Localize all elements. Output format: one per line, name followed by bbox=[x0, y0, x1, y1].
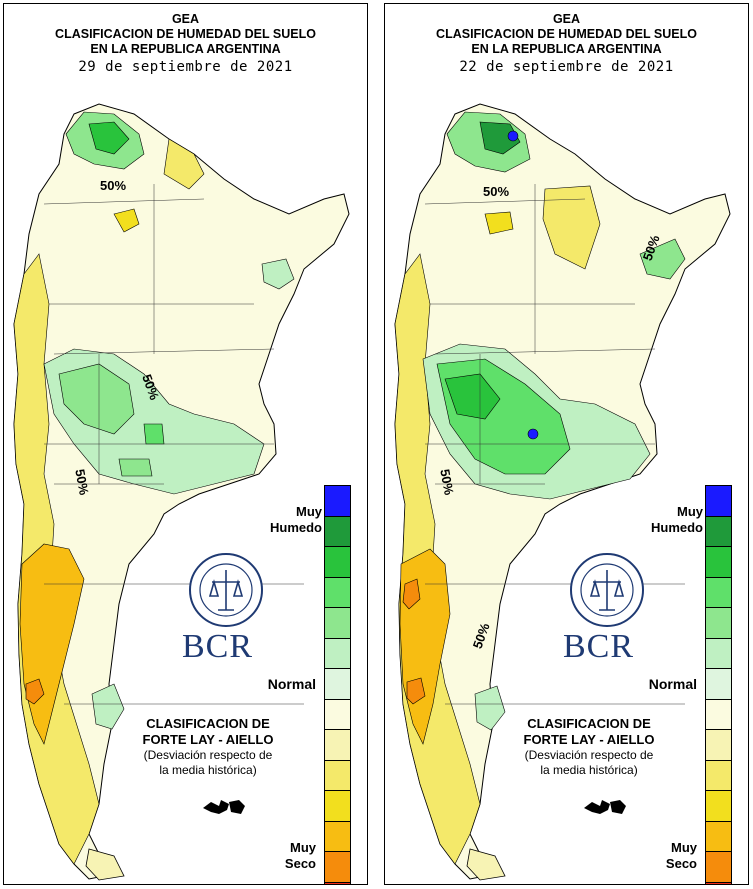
very-humid-spot-center bbox=[527, 428, 539, 440]
header-subtitle: CLASIFICACION DE HUMEDAD DEL SUELO bbox=[436, 27, 697, 41]
dry-zone-northeast bbox=[163, 138, 205, 190]
legend-swatch-4 bbox=[705, 607, 732, 639]
classification-caption: CLASIFICACION DE FORTE LAY - AIELLO (Des… bbox=[523, 716, 655, 777]
legend-swatch-8 bbox=[324, 729, 351, 761]
bcr-seal-icon bbox=[570, 553, 644, 627]
soil-moisture-map: 50% 50% 50% 50% bbox=[394, 103, 731, 881]
header-date: 22 de septiembre de 2021 bbox=[459, 59, 674, 75]
legend-swatch-13 bbox=[324, 881, 351, 884]
dry-spot-chaco bbox=[113, 208, 140, 233]
header-subtitle: CLASIFICACION DE HUMEDAD DEL SUELO bbox=[55, 27, 316, 41]
header-title: GEA bbox=[171, 12, 200, 26]
contour-label-50-north: 50% bbox=[100, 178, 126, 193]
legend-swatch-2 bbox=[705, 546, 732, 578]
malvinas-islands bbox=[203, 800, 245, 814]
province-boundaries bbox=[424, 184, 685, 705]
header-date: 29 de septiembre de 2021 bbox=[78, 59, 293, 75]
legend-swatch-11 bbox=[324, 820, 351, 852]
legend-swatch-1 bbox=[705, 515, 732, 547]
legend-swatch-9 bbox=[705, 759, 732, 791]
humid-zone-center-green bbox=[58, 363, 135, 435]
legend-swatch-2 bbox=[324, 546, 351, 578]
very-dry-spot bbox=[402, 578, 421, 610]
legend-swatch-1 bbox=[324, 515, 351, 547]
very-dry-spot bbox=[25, 678, 45, 705]
soil-moisture-map: 50% 50% 50% bbox=[13, 103, 350, 881]
legend-swatch-9 bbox=[324, 759, 351, 791]
legend-swatch-7 bbox=[705, 698, 732, 730]
legend-color-scale bbox=[324, 485, 351, 884]
tierra-del-fuego bbox=[85, 848, 125, 881]
legend-swatch-7 bbox=[324, 698, 351, 730]
malvinas-islands bbox=[584, 800, 626, 814]
humid-core-center bbox=[444, 373, 501, 420]
map-panel-sep-22: 50% 50% 50% 50% GEA CLASIFICACION DE HUM… bbox=[384, 3, 749, 885]
legend-swatch-0 bbox=[324, 485, 351, 517]
legend-swatch-3 bbox=[705, 576, 732, 608]
legend-bottom-label: Muy Seco bbox=[665, 840, 697, 871]
legend-bottom-label: Muy Seco bbox=[284, 840, 316, 871]
contour-label-50-north: 50% bbox=[483, 184, 509, 199]
very-dry-spot-south bbox=[406, 677, 426, 705]
bcr-seal-icon bbox=[189, 553, 263, 627]
legend-swatch-3 bbox=[324, 576, 351, 608]
humid-zone-misiones bbox=[261, 258, 295, 290]
contour-label-50-west: 50% bbox=[437, 468, 456, 497]
legend-color-scale bbox=[705, 485, 732, 884]
map-panel-sep-29: 50% 50% 50% GEA CLASIFICACION DE HUMEDAD… bbox=[3, 3, 368, 885]
legend-top-label: Muy Humedo bbox=[651, 504, 703, 535]
legend-swatch-12 bbox=[324, 851, 351, 883]
very-humid-spot-north bbox=[507, 130, 519, 142]
legend-swatch-6 bbox=[705, 668, 732, 700]
humid-zone-misiones bbox=[639, 238, 686, 280]
legend-swatch-11 bbox=[705, 820, 732, 852]
legend-normal-label: Normal bbox=[267, 676, 316, 692]
legend-normal-label: Normal bbox=[648, 676, 697, 692]
legend-top-label: Muy Humedo bbox=[270, 504, 322, 535]
bcr-logo-text: BCR bbox=[182, 628, 254, 665]
humid-core-north bbox=[479, 121, 521, 155]
province-boundaries bbox=[43, 184, 304, 705]
header-region: EN LA REPUBLICA ARGENTINA bbox=[90, 42, 281, 56]
bcr-logo-text: BCR bbox=[563, 628, 635, 665]
humid-zone-chubut bbox=[91, 683, 125, 730]
classification-caption: CLASIFICACION DE FORTE LAY - AIELLO (Des… bbox=[142, 716, 274, 777]
header-title: GEA bbox=[552, 12, 581, 26]
humid-spot-center bbox=[143, 423, 165, 445]
contour-label-50-west: 50% bbox=[72, 468, 91, 497]
legend-swatch-5 bbox=[324, 637, 351, 669]
legend-swatch-10 bbox=[324, 790, 351, 822]
humid-zone-chubut bbox=[474, 685, 506, 731]
dry-spot-tucuman bbox=[484, 211, 514, 235]
dry-zone-chaco bbox=[542, 185, 601, 270]
legend-swatch-13 bbox=[705, 881, 732, 884]
header-region: EN LA REPUBLICA ARGENTINA bbox=[471, 42, 662, 56]
humid-core-north bbox=[88, 121, 130, 155]
legend-swatch-4 bbox=[324, 607, 351, 639]
legend-swatch-10 bbox=[705, 790, 732, 822]
legend-swatch-0 bbox=[705, 485, 732, 517]
legend-swatch-8 bbox=[705, 729, 732, 761]
humid-spot-south bbox=[118, 458, 153, 477]
legend-swatch-6 bbox=[324, 668, 351, 700]
legend-swatch-5 bbox=[705, 637, 732, 669]
tierra-del-fuego bbox=[466, 848, 506, 881]
legend-swatch-12 bbox=[705, 851, 732, 883]
